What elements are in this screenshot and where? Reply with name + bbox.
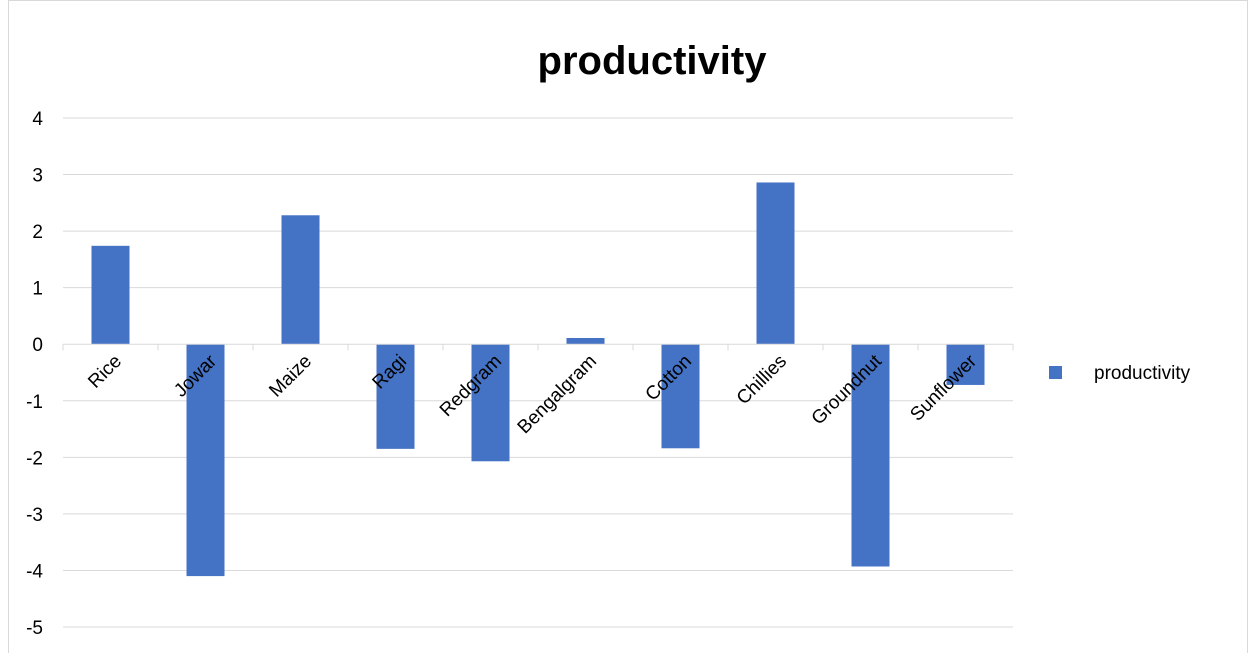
bar-redgram [471, 344, 510, 462]
category-label: Sunflower [906, 350, 981, 425]
y-tick-label: -5 [26, 618, 43, 639]
legend: productivity [1049, 363, 1191, 384]
y-axis-tick-labels: 4 3 2 1 0 -1 -2 -3 -4 -5 [26, 109, 43, 639]
bar-maize [281, 215, 320, 345]
category-label: Maize [265, 351, 316, 402]
bar-sunflower [946, 344, 985, 385]
bar-jowar [186, 344, 225, 577]
bar-bengalgram [566, 338, 605, 345]
bar-ragi [376, 344, 415, 449]
y-tick-label: -4 [26, 561, 43, 582]
category-label: Bengalgram [514, 351, 601, 438]
chart-title: productivity [538, 39, 768, 83]
bar-groundnut [851, 344, 890, 567]
legend-swatch [1049, 366, 1062, 379]
y-tick-label: 4 [32, 109, 43, 130]
y-tick-label: 1 [32, 279, 43, 300]
y-tick-label: -1 [26, 392, 43, 413]
category-label: Rice [84, 351, 126, 393]
y-tick-label: 3 [32, 166, 43, 187]
y-tick-label: 2 [32, 222, 43, 243]
y-tick-label: -3 [26, 505, 43, 526]
bar-cotton [661, 344, 700, 449]
bar-rice [91, 245, 130, 345]
x-axis [62, 343, 1014, 351]
bars [91, 182, 985, 577]
legend-label: productivity [1094, 363, 1191, 384]
bar-chillies [756, 182, 795, 345]
y-tick-label: -2 [26, 448, 43, 469]
y-tick-label: 0 [32, 335, 43, 356]
